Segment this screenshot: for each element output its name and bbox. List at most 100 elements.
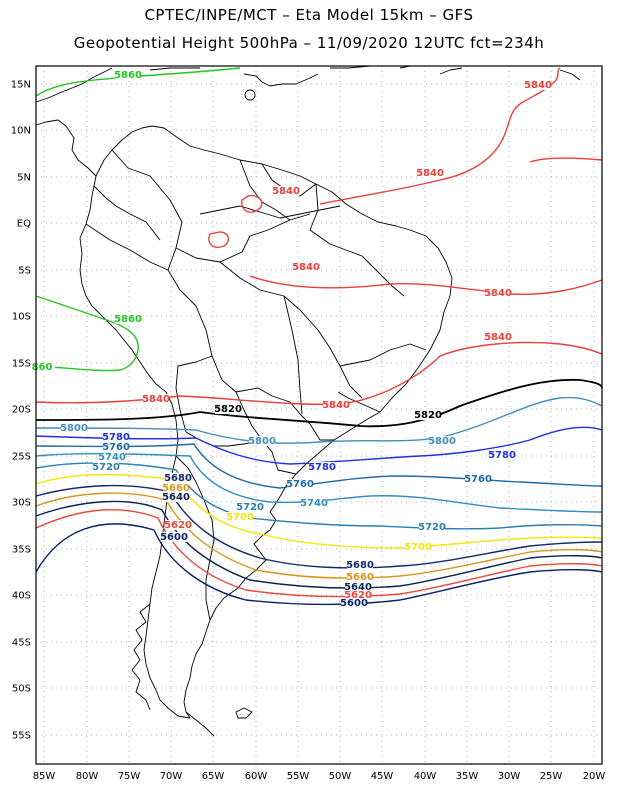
contour-label-5860: 5860 xyxy=(114,314,142,325)
contour-5720 xyxy=(35,462,603,530)
lat-label-45s: 45S xyxy=(12,638,31,649)
contour-label-5600: 5600 xyxy=(160,532,188,543)
contour-label-5700: 5700 xyxy=(404,542,432,553)
contour-label-5840: 5840 xyxy=(142,394,170,405)
contour-label-bg xyxy=(405,542,431,552)
contour-label-5620: 5620 xyxy=(344,590,372,601)
contour-5600 xyxy=(35,523,603,606)
lon-label-75w: 75W xyxy=(118,771,141,782)
lon-label-40w: 40W xyxy=(414,771,437,782)
contour-label-bg xyxy=(309,462,335,472)
lon-label-70w: 70W xyxy=(160,771,183,782)
contour-label-5620: 5620 xyxy=(164,520,192,531)
contour-5660 xyxy=(35,492,603,579)
lon-label-20w: 20W xyxy=(583,771,606,782)
contour-label-5820: 5820 xyxy=(214,404,242,415)
lon-label-45w: 45W xyxy=(371,771,394,782)
contour-5640 xyxy=(35,500,603,589)
contour-label-5780: 5780 xyxy=(308,462,336,473)
lon-label-85w: 85W xyxy=(33,771,56,782)
contour-labels: 5860 5860 860 5840 5840 5840 5840 5840 5840 5840 5… xyxy=(29,70,552,609)
contour-label-bg xyxy=(163,483,189,493)
contour-label-bg xyxy=(345,582,371,592)
contour-label-bg xyxy=(61,423,87,433)
lat-label-50s: 50S xyxy=(12,684,31,695)
lat-label-55s: 55S xyxy=(12,731,31,742)
contour-label-bg xyxy=(165,473,191,483)
lon-label-55w: 55W xyxy=(287,771,310,782)
lat-label-15s: 15S xyxy=(12,359,31,370)
contour-label-bg xyxy=(165,520,191,530)
contour-5620 xyxy=(35,509,603,598)
contour-label-bg xyxy=(103,442,129,452)
contour-label-860: 860 xyxy=(32,362,53,373)
contour-label-bg xyxy=(249,436,275,446)
lat-label-30s: 30S xyxy=(12,498,31,509)
lat-label-20s: 20S xyxy=(12,405,31,416)
contour-label-5800: 5800 xyxy=(60,423,88,434)
lon-label-65w: 65W xyxy=(202,771,225,782)
contour-5760 xyxy=(35,443,603,489)
contour-5840-south xyxy=(35,341,603,405)
contour-label-5720: 5720 xyxy=(418,522,446,533)
lat-label-10n: 10N xyxy=(11,126,31,137)
contour-label-bg xyxy=(301,498,327,508)
contour-label-bg xyxy=(345,590,371,600)
lon-label-50w: 50W xyxy=(329,771,352,782)
contour-label-5680: 5680 xyxy=(164,473,192,484)
lon-label-25w: 25W xyxy=(540,771,563,782)
contour-5860-west xyxy=(35,295,139,372)
lat-label-5n: 5N xyxy=(17,173,31,184)
contour-label-bg xyxy=(103,432,129,442)
contour-label-bg xyxy=(163,492,189,502)
chart-title: CPTEC/INPE/MCT – Eta Model 15km – GFS xyxy=(144,6,474,24)
contour-label-bg xyxy=(489,450,515,460)
contour-label-5840: 5840 xyxy=(484,288,512,299)
contour-label-bg xyxy=(93,462,119,472)
contour-label-bg xyxy=(429,436,455,446)
lat-label-15n: 15N xyxy=(11,80,31,91)
contour-label-bg xyxy=(347,560,373,570)
contour-label-bg xyxy=(347,572,373,582)
contour-label-bg xyxy=(417,168,443,178)
lon-label-80w: 80W xyxy=(76,771,99,782)
contour-label-5840: 5840 xyxy=(272,186,300,197)
latitude-labels: 15N 10N 5N EQ 5S 10S 15S 20S 25S 30S 35S 40S 45S 50S 5… xyxy=(11,80,31,742)
lat-label-25s: 25S xyxy=(12,452,31,463)
contour-label-bg xyxy=(215,404,241,414)
contour-label-5860: 5860 xyxy=(114,70,142,81)
contour-label-bg xyxy=(227,512,253,522)
lat-label-5s: 5S xyxy=(18,266,31,277)
contour-label-bg xyxy=(143,394,169,404)
contour-5840-blob1 xyxy=(208,231,230,248)
contour-5820 xyxy=(35,378,603,428)
contour-label-bg xyxy=(485,288,511,298)
contour-label-bg xyxy=(99,452,125,462)
contour-5700 xyxy=(35,473,603,549)
contour-5780 xyxy=(35,426,603,465)
contour-label-5720: 5720 xyxy=(92,462,120,473)
contour-label-5760: 5760 xyxy=(286,479,314,490)
contour-label-5840: 5840 xyxy=(322,400,350,411)
contour-label-bg xyxy=(415,410,441,420)
lat-label-35s: 35S xyxy=(12,545,31,556)
contour-label-bg xyxy=(161,532,187,542)
lon-label-30w: 30W xyxy=(498,771,521,782)
lat-label-eq: EQ xyxy=(17,219,31,230)
chart-subtitle: Geopotential Height 500hPa – 11/09/2020 … xyxy=(73,34,545,52)
contour-label-5640: 5640 xyxy=(344,582,372,593)
contour-label-bg xyxy=(465,474,491,484)
contour-label-bg xyxy=(525,80,551,90)
contour-label-5840: 5840 xyxy=(524,80,552,91)
contour-label-bg xyxy=(293,262,319,272)
contour-label-5840: 5840 xyxy=(292,262,320,273)
contour-label-bg xyxy=(237,502,263,512)
contour-label-bg xyxy=(115,314,141,324)
contour-5840-mid xyxy=(249,275,603,296)
contour-label-5700: 5700 xyxy=(226,512,254,523)
contour-label-5720: 5720 xyxy=(236,502,264,513)
lat-label-40s: 40S xyxy=(12,591,31,602)
longitude-labels: 85W 80W 75W 70W 65W 60W 55W 50W 45W 40W 35W 30W 25W 2… xyxy=(33,771,606,782)
